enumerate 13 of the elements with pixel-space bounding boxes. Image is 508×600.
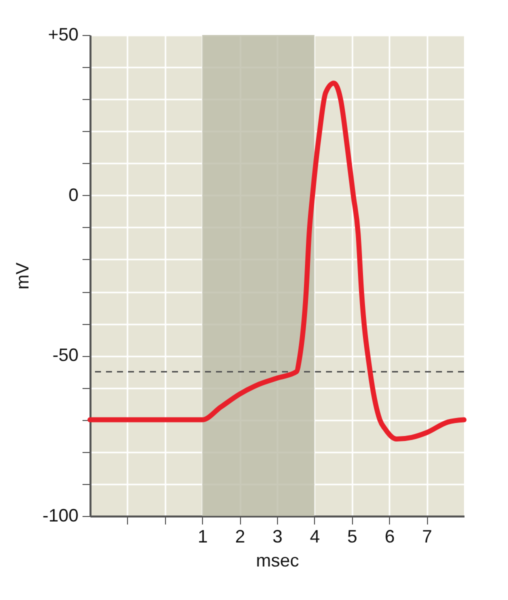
x-tick-label: 7 <box>422 526 432 546</box>
x-tick-label: 4 <box>310 526 320 546</box>
x-tick-label: 5 <box>347 526 358 546</box>
y-tick-label: +50 <box>48 24 78 44</box>
y-axis-title: mV <box>12 262 32 290</box>
x-tick-label: 3 <box>272 526 283 546</box>
y-tick-label: 0 <box>68 184 78 205</box>
x-tick-label: 2 <box>235 526 246 546</box>
x-tick-label: 1 <box>198 526 208 546</box>
x-tick-label: 6 <box>384 526 395 546</box>
y-tick-label: -100 <box>42 506 78 526</box>
y-tick-label: -50 <box>52 345 78 366</box>
x-axis-title: msec <box>256 550 300 570</box>
